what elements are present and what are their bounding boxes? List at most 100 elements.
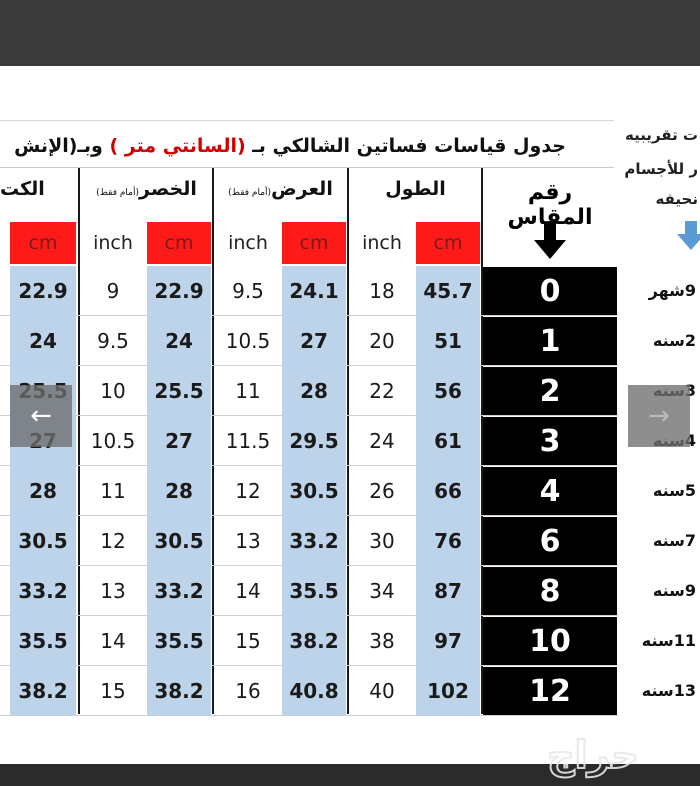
shoulder-cm-cell: 30.5 bbox=[10, 516, 76, 566]
length-cm-cell: 56 bbox=[416, 366, 480, 416]
age-header-line1: ت تقريبيه bbox=[624, 126, 698, 144]
waist-inch-cell: 12 bbox=[100, 529, 126, 553]
width-inch-cell: 11 bbox=[235, 379, 261, 403]
waist-inch-cell: 15 bbox=[100, 679, 126, 703]
shoulder-cm-cell: 33.2 bbox=[10, 566, 76, 616]
waist-cm-cell: 33.2 bbox=[147, 566, 211, 616]
waist-inch-cell: 10 bbox=[100, 379, 126, 403]
size-cell: 2 bbox=[483, 367, 617, 415]
length-inch-cell: 26 bbox=[369, 479, 395, 503]
waist-inch-cell: 9.5 bbox=[97, 329, 129, 353]
width-cm-cell: 35.5 bbox=[282, 566, 346, 616]
width-inch-cell: 16 bbox=[235, 679, 261, 703]
width-inch-unit: inch bbox=[216, 222, 280, 264]
top-bar bbox=[0, 0, 700, 66]
size-cell: 12 bbox=[483, 667, 617, 715]
length-inch-cell: 18 bbox=[369, 279, 395, 303]
length-cm-cell: 97 bbox=[416, 616, 480, 666]
size-cell: 0 bbox=[483, 267, 617, 315]
width-cm-cell: 40.8 bbox=[282, 666, 346, 716]
size-cell: 8 bbox=[483, 567, 617, 615]
waist-cm-cell: 27 bbox=[147, 416, 211, 466]
length-header-label: الطول bbox=[385, 178, 446, 200]
age-cell: 5سنه bbox=[652, 481, 696, 500]
waist-header: الخصر(أمام فقط) bbox=[80, 168, 213, 216]
length-header: الطول bbox=[349, 168, 482, 216]
length-inch-unit: inch bbox=[350, 222, 414, 264]
shoulder-cm-cell: 22.9 bbox=[10, 266, 76, 316]
size-cell: 3 bbox=[483, 417, 617, 465]
length-inch-cell: 34 bbox=[369, 579, 395, 603]
length-inch-cell: 22 bbox=[369, 379, 395, 403]
black-down-arrow-icon bbox=[534, 222, 566, 259]
size-chart-image: جدول قياسات فساتين الشالكي بـ (السانتي م… bbox=[0, 118, 700, 724]
size-cell: 10 bbox=[483, 617, 617, 665]
size-cell: 4 bbox=[483, 467, 617, 515]
age-cell: 2سنه bbox=[652, 331, 696, 350]
chart-title: جدول قياسات فساتين الشالكي بـ (السانتي م… bbox=[14, 135, 566, 157]
shoulder-cm-cell: 28 bbox=[10, 466, 76, 516]
width-inch-cell: 14 bbox=[235, 579, 261, 603]
width-inch-cell: 9.5 bbox=[232, 279, 264, 303]
width-header-label: العرض bbox=[271, 178, 333, 200]
blue-down-arrow-icon bbox=[677, 221, 700, 250]
length-cm-cell: 87 bbox=[416, 566, 480, 616]
waist-header-note: (أمام فقط) bbox=[96, 188, 140, 198]
shoulder-cm-cell: 38.2 bbox=[10, 666, 76, 716]
size-cell: 6 bbox=[483, 517, 617, 565]
waist-cm-cell: 30.5 bbox=[147, 516, 211, 566]
width-inch-cell: 12 bbox=[235, 479, 261, 503]
width-cm-cell: 28 bbox=[282, 366, 346, 416]
waist-inch-cell: 10.5 bbox=[90, 429, 136, 453]
length-cm-cell: 102 bbox=[416, 666, 480, 716]
width-inch-cell: 10.5 bbox=[225, 329, 271, 353]
waist-cm-cell: 38.2 bbox=[147, 666, 211, 716]
divider bbox=[78, 168, 80, 714]
waist-cm-cell: 22.9 bbox=[147, 266, 211, 316]
waist-cm-unit: cm bbox=[147, 222, 211, 264]
length-cm-cell: 45.7 bbox=[416, 266, 480, 316]
waist-inch-cell: 11 bbox=[100, 479, 126, 503]
divider bbox=[212, 168, 214, 714]
width-inch-cell: 11.5 bbox=[225, 429, 271, 453]
waist-inch-cell: 13 bbox=[100, 579, 126, 603]
waist-inch-cell: 14 bbox=[100, 629, 126, 653]
age-header-line3: نحيفه bbox=[655, 190, 698, 208]
svg-text:حراج: حراج bbox=[547, 733, 638, 777]
shoulder-header-label: الكت bbox=[0, 178, 45, 200]
size-header: رقم المقاس bbox=[507, 180, 593, 230]
chart-title-box: جدول قياسات فساتين الشالكي بـ (السانتي م… bbox=[0, 120, 614, 168]
width-cm-unit: cm bbox=[282, 222, 346, 264]
width-cm-cell: 30.5 bbox=[282, 466, 346, 516]
arrow-left-icon: ← bbox=[30, 401, 52, 431]
length-cm-unit: cm bbox=[416, 222, 480, 264]
divider bbox=[481, 168, 483, 714]
width-header: العرض(أمام فقط) bbox=[214, 168, 347, 216]
age-cell: 13سنه bbox=[641, 681, 696, 700]
length-inch-cell: 20 bbox=[369, 329, 395, 353]
waist-cm-cell: 25.5 bbox=[147, 366, 211, 416]
next-image-button[interactable]: → bbox=[628, 385, 690, 447]
waist-cm-cell: 35.5 bbox=[147, 616, 211, 666]
size-cell: 1 bbox=[483, 317, 617, 365]
length-inch-cell: 40 bbox=[369, 679, 395, 703]
waist-inch-unit: inch bbox=[81, 222, 145, 264]
title-red: (السانتي متر ) bbox=[109, 135, 246, 157]
previous-image-button[interactable]: ← bbox=[10, 385, 72, 447]
length-inch-cell: 24 bbox=[369, 429, 395, 453]
width-inch-cell: 15 bbox=[235, 629, 261, 653]
waist-header-label: الخصر bbox=[139, 178, 197, 200]
length-inch-cell: 38 bbox=[369, 629, 395, 653]
width-cm-cell: 29.5 bbox=[282, 416, 346, 466]
age-cell: 7سنه bbox=[652, 531, 696, 550]
length-cm-cell: 76 bbox=[416, 516, 480, 566]
shoulder-cm-unit: cm bbox=[10, 222, 76, 264]
width-inch-cell: 13 bbox=[235, 529, 261, 553]
arrow-right-icon: → bbox=[648, 401, 670, 431]
haraj-watermark-logo: حراج bbox=[546, 732, 639, 778]
width-cm-cell: 38.2 bbox=[282, 616, 346, 666]
age-header: ت تقريبيه ر للأجسام نحيفه bbox=[618, 118, 700, 266]
width-header-note: (أمام فقط) bbox=[228, 188, 272, 198]
divider bbox=[347, 168, 349, 714]
bottom-bar bbox=[0, 764, 700, 786]
